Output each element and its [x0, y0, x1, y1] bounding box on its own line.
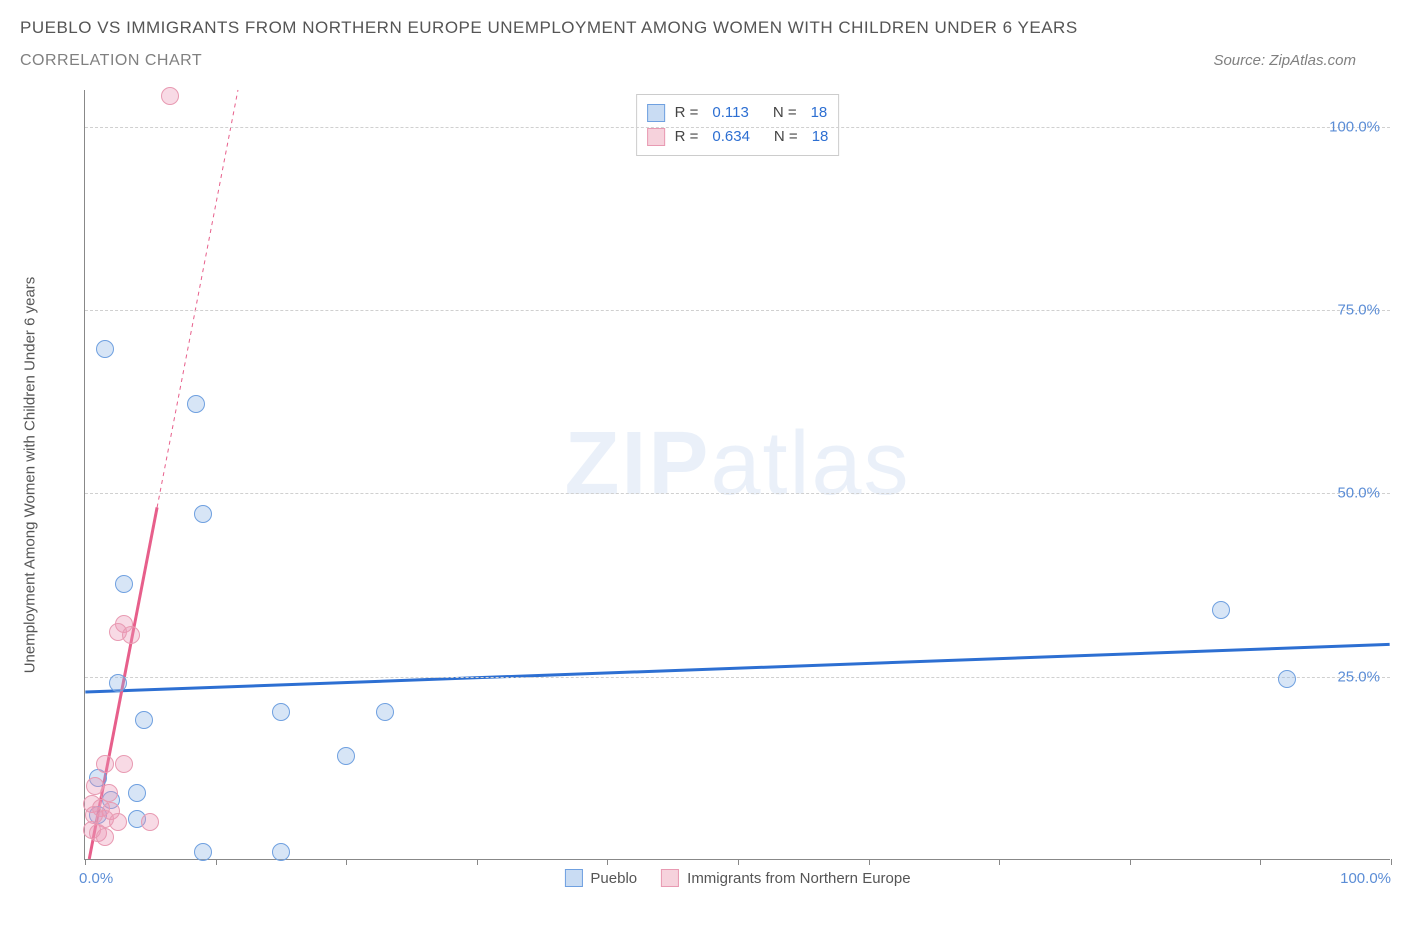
r-label: R = [675, 101, 699, 125]
data-point [115, 755, 133, 773]
series-legend: Pueblo Immigrants from Northern Europe [564, 869, 910, 887]
r-value: 0.113 [712, 101, 748, 125]
data-point [115, 575, 133, 593]
data-point [194, 843, 212, 861]
y-axis-label: Unemployment Among Women with Children U… [22, 277, 39, 674]
correlation-chart: Unemployment Among Women with Children U… [50, 90, 1390, 890]
y-tick-label: 75.0% [1337, 302, 1380, 319]
watermark: ZIPatlas [564, 413, 910, 516]
y-tick-label: 50.0% [1337, 485, 1380, 502]
data-point [109, 674, 127, 692]
correlation-legend: R = 0.113 N = 18 R = 0.634 N = 18 [636, 94, 840, 156]
legend-label: Immigrants from Northern Europe [687, 870, 910, 887]
chart-subtitle: CORRELATION CHART [20, 52, 202, 70]
r-value: 0.634 [712, 125, 750, 149]
data-point [376, 703, 394, 721]
legend-swatch [647, 128, 665, 146]
data-point [122, 626, 140, 644]
n-label: N = [774, 125, 798, 149]
x-tick [346, 859, 347, 865]
data-point [337, 747, 355, 765]
data-point [272, 703, 290, 721]
gridline [85, 493, 1390, 494]
data-point [272, 843, 290, 861]
data-point [109, 813, 127, 831]
y-tick-label: 100.0% [1329, 118, 1380, 135]
gridline [85, 310, 1390, 311]
data-point [1212, 601, 1230, 619]
x-tick [85, 859, 86, 865]
legend-swatch [647, 104, 665, 122]
data-point [128, 784, 146, 802]
x-tick-label: 100.0% [1340, 870, 1391, 887]
header: PUEBLO VS IMMIGRANTS FROM NORTHERN EUROP… [0, 0, 1406, 70]
legend-swatch [661, 869, 679, 887]
plot-area: ZIPatlas R =0.113N =18R =0.634N =18 Pueb… [84, 90, 1390, 860]
gridline [85, 127, 1390, 128]
x-tick [1391, 859, 1392, 865]
gridline [85, 677, 1390, 678]
r-label: R = [675, 125, 699, 149]
chart-title: PUEBLO VS IMMIGRANTS FROM NORTHERN EUROP… [20, 18, 1386, 38]
x-tick [869, 859, 870, 865]
n-label: N = [773, 101, 797, 125]
trend-lines [85, 90, 1390, 859]
x-tick [216, 859, 217, 865]
data-point [161, 87, 179, 105]
legend-item: Immigrants from Northern Europe [661, 869, 910, 887]
data-point [96, 755, 114, 773]
y-tick-label: 25.0% [1337, 668, 1380, 685]
x-tick [1260, 859, 1261, 865]
data-point [135, 711, 153, 729]
data-point [194, 505, 212, 523]
n-value: 18 [812, 125, 829, 149]
x-tick [738, 859, 739, 865]
data-point [96, 340, 114, 358]
legend-item: Pueblo [564, 869, 637, 887]
x-tick [607, 859, 608, 865]
data-point [1278, 670, 1296, 688]
legend-swatch [564, 869, 582, 887]
legend-row: R = 0.113 N = 18 [647, 101, 829, 125]
data-point [141, 813, 159, 831]
x-tick [1130, 859, 1131, 865]
data-point [187, 395, 205, 413]
legend-row: R = 0.634 N = 18 [647, 125, 829, 149]
legend-label: Pueblo [590, 870, 637, 887]
n-value: 18 [811, 101, 828, 125]
source-attribution: Source: ZipAtlas.com [1213, 52, 1386, 69]
x-tick-label: 0.0% [79, 870, 113, 887]
x-tick [477, 859, 478, 865]
x-tick [999, 859, 1000, 865]
data-point [96, 828, 114, 846]
